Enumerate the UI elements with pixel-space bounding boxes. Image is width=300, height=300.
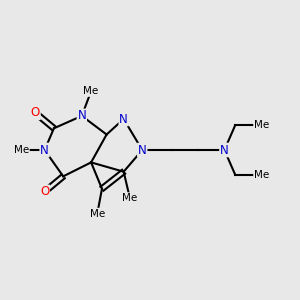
Text: O: O [31, 106, 40, 119]
Text: Me: Me [122, 193, 137, 203]
Text: N: N [138, 143, 147, 157]
Text: O: O [40, 185, 49, 198]
Text: Me: Me [14, 145, 29, 155]
Text: Me: Me [90, 208, 105, 218]
Text: N: N [119, 112, 128, 125]
Text: N: N [220, 143, 229, 157]
Text: Me: Me [83, 86, 99, 96]
Text: Me: Me [254, 170, 269, 180]
Text: N: N [40, 143, 49, 157]
Text: Me: Me [254, 120, 269, 130]
Text: N: N [77, 110, 86, 122]
